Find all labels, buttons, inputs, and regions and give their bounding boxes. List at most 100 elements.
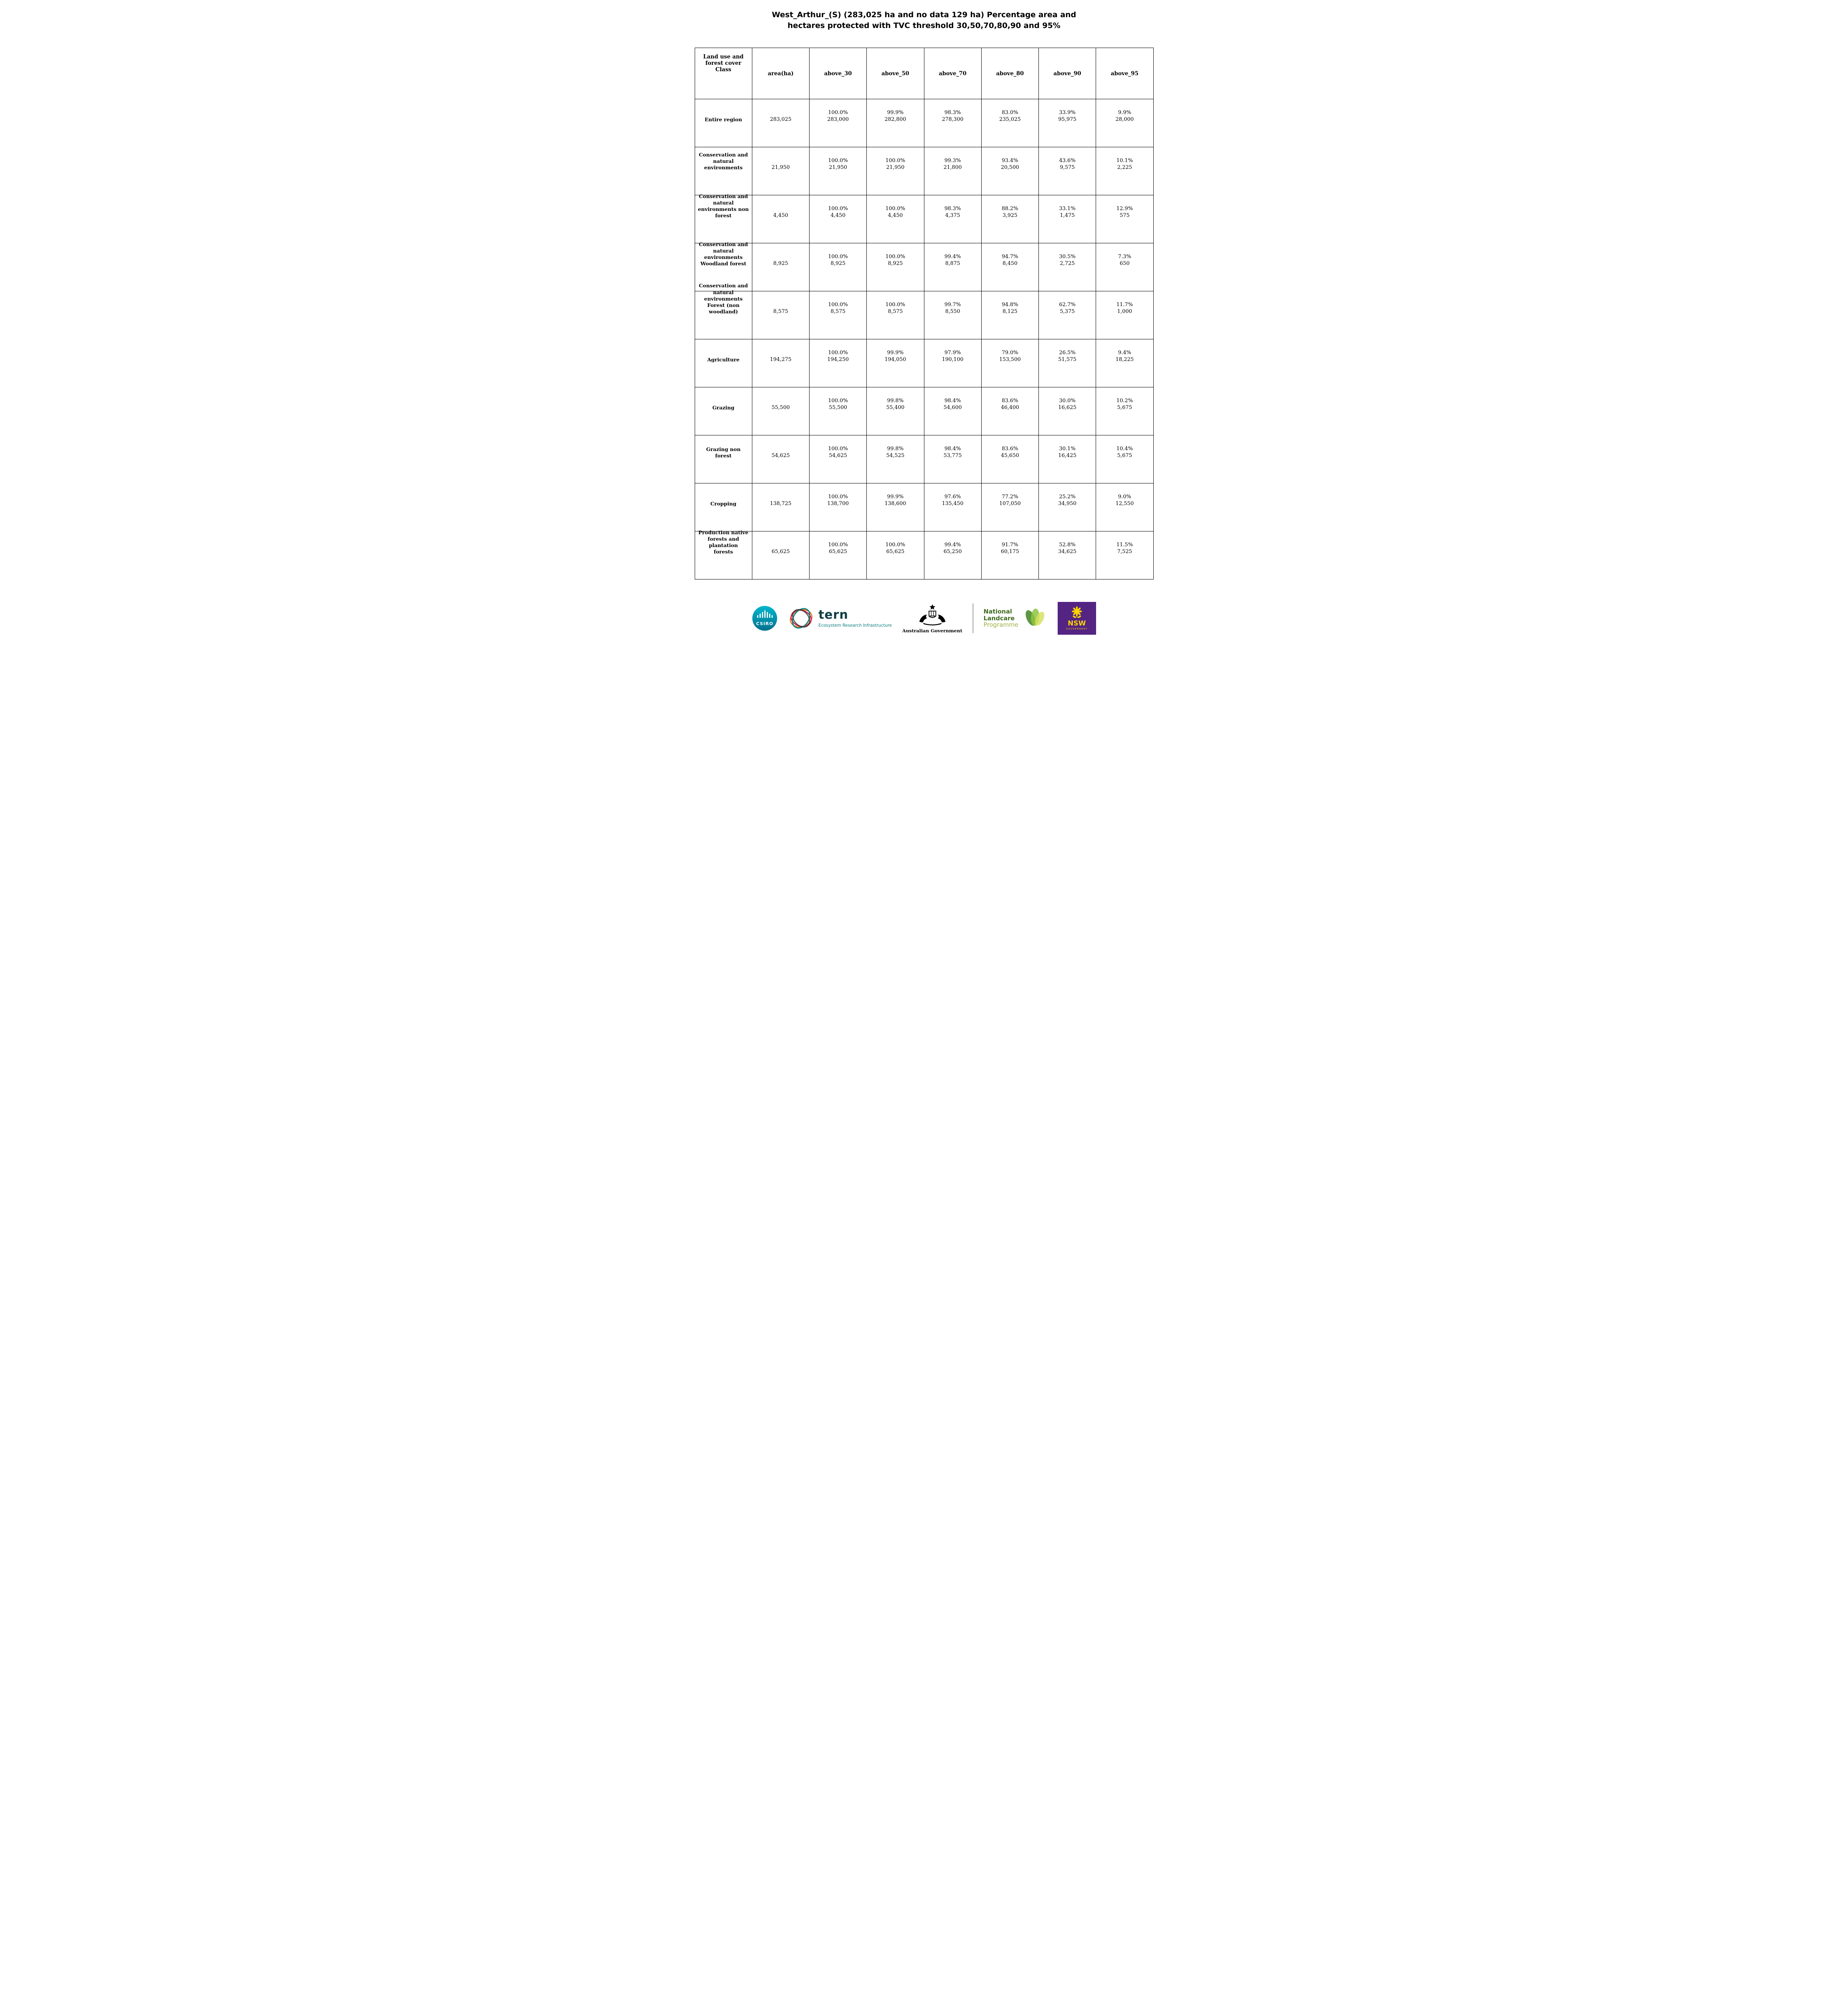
row-label-cell: Agriculture — [694, 339, 752, 388]
col-header-class: Land use and forest cover Class — [694, 48, 752, 100]
row-label: Conservation and natural environments no… — [698, 193, 749, 219]
pct-ha-value: 12.9% 575 — [1116, 205, 1133, 219]
pct-ha-value: 100.0% 8,925 — [885, 253, 906, 267]
area-cell: 8,925 — [752, 243, 810, 292]
nsw-waratah-icon — [1072, 606, 1082, 618]
landcare-word-landcare: Landcare — [983, 614, 1015, 622]
pct-ha-value: 10.4% 5,675 — [1116, 445, 1133, 459]
pct-ha-value: 99.9% 194,050 — [884, 349, 906, 363]
value-cell-above-70: 98.3% 4,375 — [924, 195, 982, 244]
value-cell-above-30: 100.0% 55,500 — [809, 387, 867, 436]
pct-ha-value: 100.0% 8,925 — [828, 253, 848, 267]
row-label: Conservation and natural environments Fo… — [699, 283, 748, 315]
col-header-text: area(ha) — [768, 70, 794, 77]
row-label: Conservation and natural environments — [699, 151, 748, 171]
pct-ha-value: 25.2% 34,950 — [1058, 493, 1076, 507]
value-cell-above-90: 30.0% 16,625 — [1038, 387, 1096, 436]
value-cell-above-90: 33.9% 95,975 — [1038, 99, 1096, 148]
pct-ha-value: 100.0% 65,625 — [828, 541, 848, 555]
tern-wordmark: tern — [818, 608, 848, 622]
value-cell-above-70: 98.4% 54,600 — [924, 387, 982, 436]
value-cell-above-95: 10.2% 5,675 — [1096, 387, 1154, 436]
nsw-government-label: GOVERNMENT — [1066, 628, 1088, 631]
page-title-line1: West_Arthur_(S) (283,025 ha and no data … — [772, 10, 1076, 19]
value-cell-above-30: 100.0% 8,925 — [809, 243, 867, 292]
pct-ha-value: 98.4% 54,600 — [943, 397, 962, 411]
area-value: 54,625 — [772, 452, 790, 459]
row-label-cell: Cropping — [694, 483, 752, 532]
tvc-threshold-table: Land use and forest cover Class area(ha) a… — [694, 48, 1154, 580]
area-value: 8,925 — [773, 260, 788, 267]
col-header-text: above_30 — [824, 70, 852, 77]
pct-ha-value: 98.3% 4,375 — [944, 205, 961, 219]
pct-ha-value: 91.7% 60,175 — [1001, 541, 1019, 555]
pct-ha-value: 100.0% 8,575 — [828, 301, 848, 315]
pct-ha-value: 97.9% 190,100 — [942, 349, 964, 363]
col-header-above-80: above_80 — [981, 48, 1039, 100]
report-page: West_Arthur_(S) (283,025 ha and no data … — [693, 10, 1155, 647]
value-cell-above-50: 99.9% 282,800 — [866, 99, 924, 148]
pct-ha-value: 11.7% 1,000 — [1116, 301, 1133, 315]
pct-ha-value: 99.3% 21,800 — [943, 157, 962, 170]
pct-ha-value: 100.0% 65,625 — [885, 541, 906, 555]
pct-ha-value: 94.8% 8,125 — [1002, 301, 1018, 315]
pct-ha-value: 100.0% 4,450 — [828, 205, 848, 219]
pct-ha-value: 99.9% 138,600 — [884, 493, 906, 507]
pct-ha-value: 11.5% 7,525 — [1116, 541, 1133, 555]
table-row: Agriculture 194,275 100.0% 194,250 99.9% 194,… — [694, 339, 1154, 388]
tern-tagline: Ecosystem Research Infrastructure — [818, 623, 892, 628]
row-label: Conservation and natural environments Wo… — [699, 241, 748, 267]
col-header-text: above_70 — [939, 70, 967, 77]
pct-ha-value: 99.4% 65,250 — [943, 541, 962, 555]
value-cell-above-70: 97.9% 190,100 — [924, 339, 982, 388]
area-cell: 54,625 — [752, 435, 810, 484]
pct-ha-value: 100.0% 138,700 — [827, 493, 849, 507]
pct-ha-value: 100.0% 54,625 — [828, 445, 848, 459]
value-cell-above-70: 98.3% 278,300 — [924, 99, 982, 148]
pct-ha-value: 98.4% 53,775 — [943, 445, 962, 459]
col-header-above-70: above_70 — [924, 48, 982, 100]
value-cell-above-50: 100.0% 4,450 — [866, 195, 924, 244]
row-label: Grazing — [712, 405, 735, 411]
value-cell-above-95: 9.9% 28,000 — [1096, 99, 1154, 148]
value-cell-above-90: 52.8% 34,625 — [1038, 531, 1096, 580]
value-cell-above-90: 43.6% 9,575 — [1038, 147, 1096, 196]
pct-ha-value: 30.1% 16,425 — [1058, 445, 1076, 459]
area-cell: 194,275 — [752, 339, 810, 388]
col-header-above-50: above_50 — [866, 48, 924, 100]
value-cell-above-30: 100.0% 138,700 — [809, 483, 867, 532]
pct-ha-value: 100.0% 4,450 — [885, 205, 906, 219]
col-header-text: above_50 — [881, 70, 909, 77]
row-label: Cropping — [710, 501, 737, 507]
table-row: Production native forests and plantation… — [694, 529, 1154, 580]
value-cell-above-70: 99.4% 8,875 — [924, 243, 982, 292]
value-cell-above-95: 9.0% 12,550 — [1096, 483, 1154, 532]
csiro-logo-icon: CSIRO — [752, 606, 778, 631]
pct-ha-value: 100.0% 21,950 — [828, 157, 848, 170]
value-cell-above-90: 30.1% 16,425 — [1038, 435, 1096, 484]
value-cell-above-50: 100.0% 8,925 — [866, 243, 924, 292]
value-cell-above-95: 10.1% 2,225 — [1096, 147, 1154, 196]
table-body: Entire region 283,025 100.0% 283,000 99.9% 28… — [694, 99, 1154, 580]
pct-ha-value: 9.9% 28,000 — [1115, 109, 1134, 122]
australian-government-label: Australian Government — [902, 628, 962, 634]
area-value: 55,500 — [772, 404, 790, 411]
tern-scribble-icon — [790, 608, 813, 629]
value-cell-above-90: 33.1% 1,475 — [1038, 195, 1096, 244]
col-header-above-30: above_30 — [809, 48, 867, 100]
csiro-wordmark: CSIRO — [756, 621, 774, 626]
pct-ha-value: 93.4% 20,500 — [1001, 157, 1019, 170]
area-value: 65,625 — [772, 548, 790, 555]
value-cell-above-95: 12.9% 575 — [1096, 195, 1154, 244]
table-row: Conservation and natural environments no… — [694, 193, 1154, 244]
value-cell-above-90: 30.5% 2,725 — [1038, 243, 1096, 292]
row-label-cell: Conservation and natural environments — [694, 147, 752, 196]
value-cell-above-30: 100.0% 65,625 — [809, 531, 867, 580]
pct-ha-value: 83.6% 46,400 — [1001, 397, 1019, 411]
value-cell-above-80: 77.2% 107,050 — [981, 483, 1039, 532]
area-cell: 8,575 — [752, 291, 810, 340]
value-cell-above-80: 91.7% 60,175 — [981, 531, 1039, 580]
value-cell-above-70: 97.6% 135,450 — [924, 483, 982, 532]
tern-logo: tern Ecosystem Research Infrastructure — [788, 605, 892, 632]
row-label-cell: Grazing non forest — [694, 435, 752, 484]
